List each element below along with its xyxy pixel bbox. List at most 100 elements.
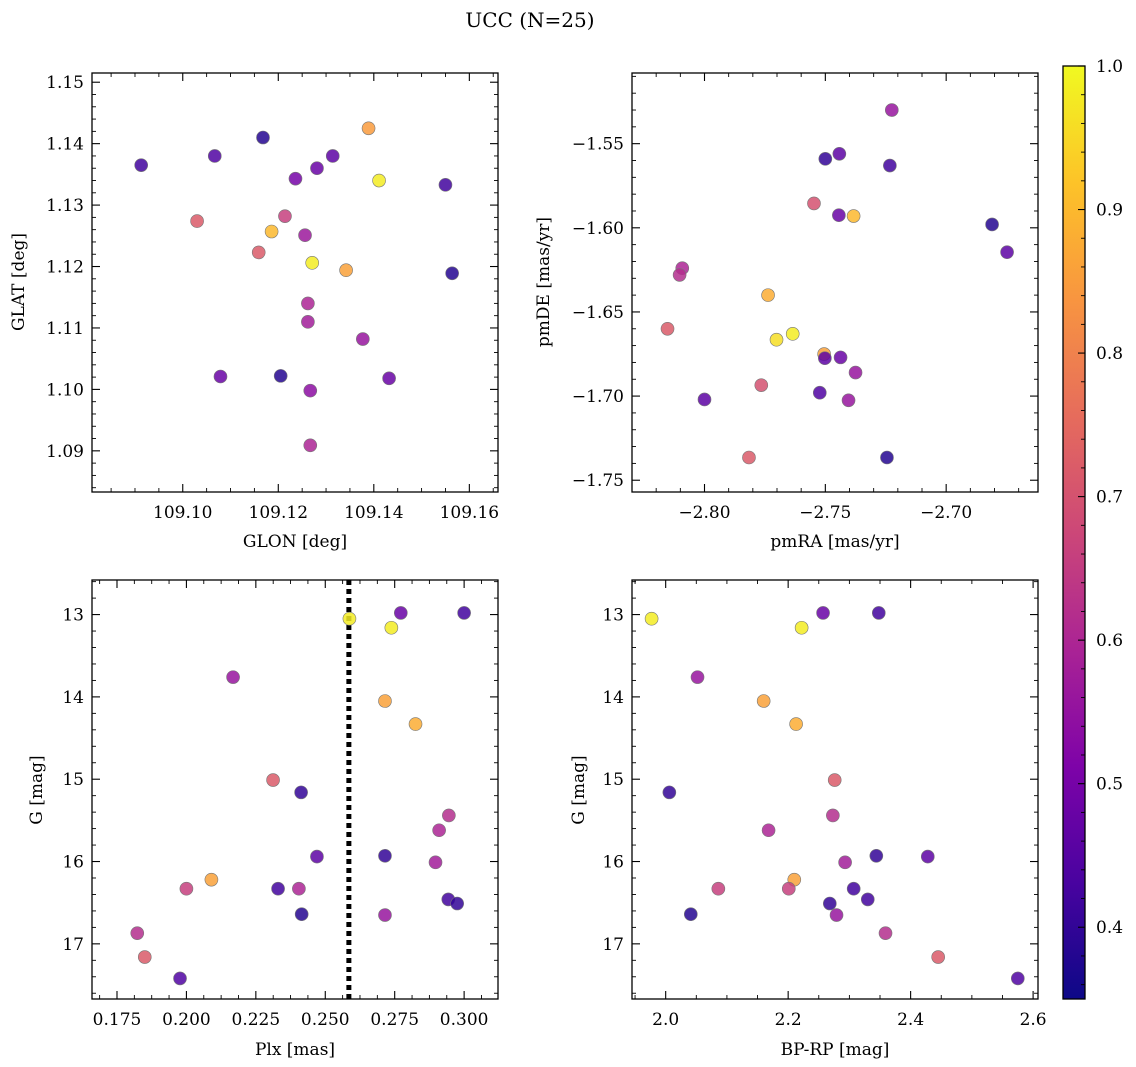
x-tick-label: 2.2 [775, 1010, 802, 1030]
scatter-point [294, 907, 309, 922]
scatter-point [660, 321, 675, 336]
scatter-point [256, 130, 270, 145]
x-tick-label: 2.0 [652, 1010, 679, 1030]
x-tick-label: 0.300 [440, 1010, 489, 1030]
y-tick-label: 17 [62, 935, 84, 955]
y-axis-label: GLAT [deg] [9, 233, 29, 331]
x-tick-label: 0.250 [301, 1010, 350, 1030]
scatter-point [301, 296, 315, 311]
scatter-point [985, 217, 999, 232]
plot-frame [631, 579, 1039, 1000]
y-tick-label: −1.65 [572, 303, 624, 323]
scatter-point [860, 892, 875, 907]
y-axis-label: G [mag] [569, 755, 589, 824]
scatter-point [298, 228, 312, 242]
scatter-point [826, 808, 840, 823]
scatter-point [816, 606, 830, 620]
scatter-point [450, 896, 464, 911]
scatter-point [871, 606, 886, 620]
colorbar-tick-label: 0.8 [1096, 344, 1123, 364]
scatter-point [190, 214, 204, 228]
x-tick-label: 0.200 [162, 1010, 211, 1030]
scatter-point [292, 881, 306, 896]
scatter-point [271, 881, 285, 896]
x-axis-label: GLON [deg] [243, 532, 347, 552]
x-tick-label: −2.80 [678, 503, 730, 523]
y-tick-label: 13 [602, 606, 624, 626]
scatter-point [361, 121, 376, 136]
scatter-point [301, 315, 315, 329]
scatter-point [697, 392, 712, 407]
scatter-point [394, 606, 408, 620]
scatter-point [378, 848, 392, 863]
scatter-point [761, 823, 776, 838]
scatter-point [761, 288, 775, 302]
scatter-point [832, 146, 847, 161]
y-tick-label: 1.14 [46, 135, 84, 155]
y-tick-label: 14 [62, 688, 84, 708]
scatter-point [869, 848, 884, 863]
colorbar-tick-label: 0.4 [1096, 918, 1123, 938]
scatter-point [683, 907, 698, 922]
scatter-point [288, 171, 303, 186]
scatter-point [305, 256, 319, 270]
colorbar-tick-label: 0.5 [1096, 775, 1123, 795]
scatter-point [273, 369, 288, 383]
x-tick-label: 109.12 [249, 503, 308, 523]
scatter-point [325, 149, 340, 163]
scatter-point [829, 908, 844, 922]
plot-frame [631, 72, 1039, 493]
x-tick-label: −2.70 [920, 503, 972, 523]
y-tick-label: −1.70 [572, 387, 624, 407]
scatter-point [920, 849, 935, 864]
scatter-point [846, 881, 861, 896]
y-axis-label: pmDE [mas/yr] [534, 217, 554, 347]
x-tick-label: 109.10 [153, 503, 212, 523]
colorbar-tick-label: 1.0 [1096, 57, 1123, 77]
scatter-point [310, 161, 324, 176]
colorbar-frame [1062, 65, 1086, 1000]
scatter-point [294, 785, 308, 800]
scatter-point [848, 365, 863, 380]
colorbar-tick-label: 0.9 [1096, 201, 1123, 221]
scatter-point [742, 450, 756, 465]
scatter-point [754, 378, 769, 392]
scatter-point [807, 196, 821, 211]
y-tick-label: 13 [62, 606, 84, 626]
scatter-point [818, 351, 832, 366]
scatter-point [408, 717, 423, 731]
y-tick-label: 16 [602, 853, 624, 873]
y-axis-label: G [mag] [27, 755, 47, 824]
scatter-point [130, 926, 145, 940]
scatter-point [785, 327, 800, 341]
scatter-point [769, 332, 784, 347]
scatter-point [833, 350, 848, 365]
scatter-point [711, 881, 726, 896]
x-tick-label: 0.175 [93, 1010, 142, 1030]
scatter-point [226, 670, 240, 684]
scatter-point [339, 263, 353, 278]
figure-title: UCC (N=25) [465, 8, 594, 32]
scatter-point [789, 717, 803, 731]
scatter-point [137, 950, 152, 964]
scatter-point [303, 438, 318, 453]
y-tick-label: −1.60 [572, 219, 624, 239]
x-tick-label: 0.275 [370, 1010, 419, 1030]
y-tick-label: −1.55 [572, 135, 624, 155]
y-tick-label: 14 [602, 688, 624, 708]
scatter-point [384, 620, 399, 635]
scatter-point [818, 152, 833, 166]
scatter-point [822, 896, 837, 911]
scatter-point [662, 785, 677, 800]
scatter-point [264, 224, 279, 239]
scatter-point [690, 670, 705, 684]
y-tick-label: 1.13 [46, 196, 84, 216]
scatter-point [931, 950, 945, 964]
y-tick-label: 16 [62, 853, 84, 873]
x-axis-label: Plx [mas] [255, 1040, 335, 1060]
scatter-point [378, 694, 392, 708]
y-tick-label: 15 [602, 770, 624, 790]
scatter-point [134, 158, 148, 172]
scatter-point [1010, 971, 1025, 986]
scatter-point [838, 855, 852, 870]
